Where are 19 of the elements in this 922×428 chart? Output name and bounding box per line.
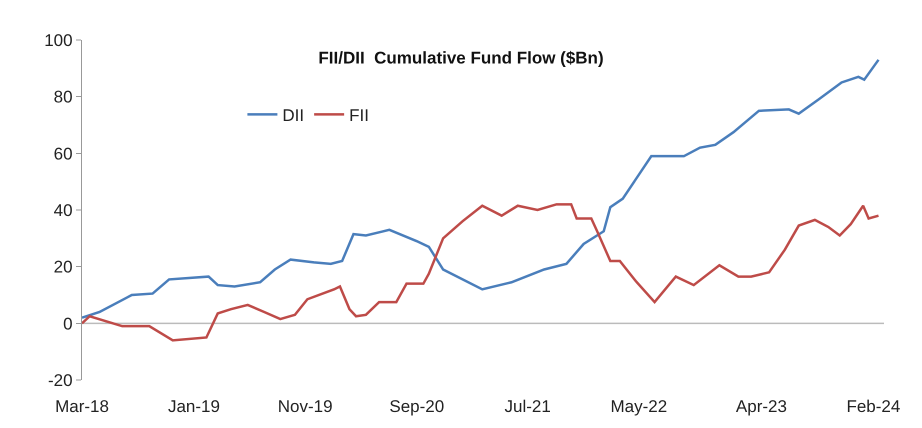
x-tick-label: Feb-24 bbox=[846, 397, 900, 416]
y-tick-label: 0 bbox=[63, 314, 73, 334]
x-tick-label: Jan-19 bbox=[168, 397, 220, 416]
y-tick-label: 100 bbox=[44, 30, 73, 50]
x-tick-label: Jul-21 bbox=[504, 397, 551, 416]
x-tick-label: Apr-23 bbox=[736, 397, 787, 416]
x-tick-label: Sep-20 bbox=[389, 397, 444, 416]
line-series bbox=[82, 203, 880, 342]
y-tick-label: 40 bbox=[54, 200, 73, 220]
x-tick-label: Mar-18 bbox=[55, 397, 109, 416]
y-tick-label: 60 bbox=[54, 144, 73, 164]
y-tick-label: -20 bbox=[48, 370, 73, 390]
y-tick-label: 20 bbox=[54, 258, 73, 277]
text: FII/DII Cumulative Fund Flow ($Bn) bbox=[318, 48, 604, 68]
legend-label: DII bbox=[282, 106, 304, 125]
legend-label: FII bbox=[349, 106, 369, 125]
x-tick-label: May-22 bbox=[610, 397, 668, 416]
x-tick-label: Nov-19 bbox=[278, 397, 333, 416]
y-tick-label: 80 bbox=[54, 88, 73, 107]
